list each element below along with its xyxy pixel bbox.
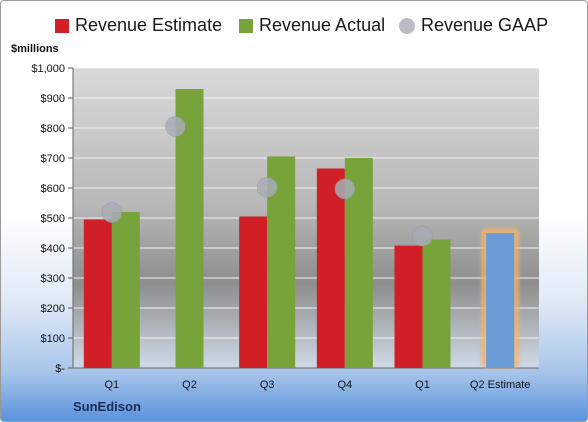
- legend-item-gaap: Revenue GAAP: [399, 15, 548, 36]
- estimate-swatch: [55, 18, 69, 33]
- gridlines: [68, 67, 539, 369]
- y-tick-label: $500: [41, 213, 65, 225]
- legend-label-estimate: Revenue Estimate: [75, 15, 223, 35]
- y-tick-label: $800: [41, 123, 65, 135]
- y-axis-unit-label: $millions: [11, 43, 59, 55]
- y-axis-ticks: $- $100 $200 $300 $400 $500 $600 $700 $800 $900 $1…: [31, 63, 65, 375]
- gaap-marker: [101, 202, 123, 223]
- gaap-swatch: [399, 17, 415, 34]
- x-tick-label: Q1: [104, 379, 119, 391]
- x-tick-label: Q2 Estimate: [470, 379, 531, 391]
- gaap-marker: [256, 177, 278, 198]
- y-tick-label: $300: [41, 273, 65, 285]
- x-tick-label: Q4: [337, 379, 352, 391]
- gaap-marker: [165, 116, 186, 137]
- bar-actual: [422, 239, 451, 368]
- legend-item-estimate: Revenue Estimate: [55, 15, 222, 36]
- y-tick-label: $600: [41, 183, 65, 195]
- legend-label-actual: Revenue Actual: [259, 15, 386, 35]
- bar-estimate: [394, 245, 423, 368]
- legend-item-actual: Revenue Actual: [239, 15, 385, 36]
- bar-estimate: [486, 233, 515, 368]
- y-tick-label: $100: [41, 333, 65, 345]
- bar-estimate: [239, 216, 268, 368]
- gaap-marker: [334, 178, 356, 200]
- x-tick-label: Q1: [415, 379, 430, 391]
- actual-swatch: [239, 18, 253, 33]
- gaap-marker: [412, 225, 433, 247]
- y-tick-label: $700: [41, 153, 65, 165]
- x-tick-label: Q2: [182, 379, 197, 391]
- y-tick-label: $900: [41, 93, 65, 105]
- bar-actual: [111, 212, 140, 368]
- y-tick-label: $1,000: [31, 63, 65, 75]
- x-axis-ticks: Q1 Q2 Q3 Q4 Q1 Q2 Estimate: [104, 379, 530, 391]
- gaap-markers: [101, 116, 433, 247]
- company-name: SunEdison: [73, 399, 141, 414]
- y-tick-label: $-: [55, 363, 65, 375]
- legend: Revenue Estimate Revenue Actual Revenue …: [1, 15, 587, 43]
- legend-label-gaap: Revenue GAAP: [421, 15, 549, 35]
- x-tick-label: Q3: [260, 379, 275, 391]
- bar-estimate: [316, 168, 345, 368]
- bar-estimate: [83, 219, 112, 368]
- y-tick-label: $400: [41, 243, 65, 255]
- y-tick-label: $200: [41, 303, 65, 315]
